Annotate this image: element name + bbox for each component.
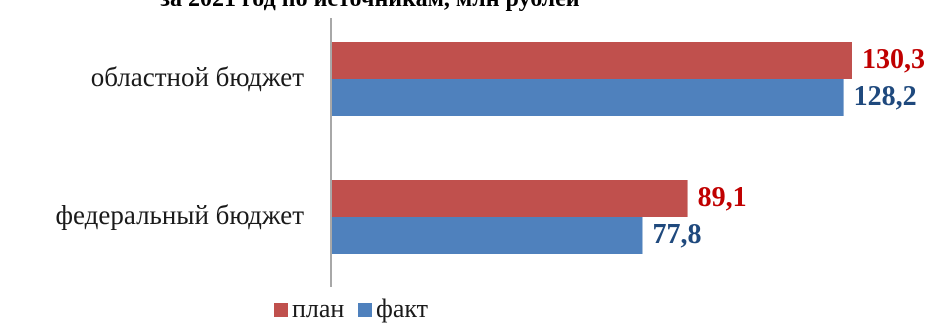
legend-label: факт [376, 294, 428, 323]
category-label: федеральный бюджет [56, 200, 305, 230]
data-label: 130,3 [862, 44, 925, 75]
bar-факт-2 [332, 217, 643, 254]
legend-swatch [358, 303, 372, 317]
data-label: 77,8 [652, 219, 701, 250]
data-label: 128,2 [854, 81, 917, 112]
legend-swatch [274, 303, 288, 317]
category-label: областной бюджет [91, 62, 305, 92]
chart-title: за 2021 год по источникам, млн рублей [160, 0, 579, 12]
bar-план-2 [332, 180, 688, 217]
legend: план факт [274, 294, 428, 323]
legend-label: план [292, 294, 344, 323]
bar-план-1 [332, 42, 852, 79]
bar-факт-1 [332, 79, 844, 116]
data-label: 89,1 [698, 182, 747, 213]
